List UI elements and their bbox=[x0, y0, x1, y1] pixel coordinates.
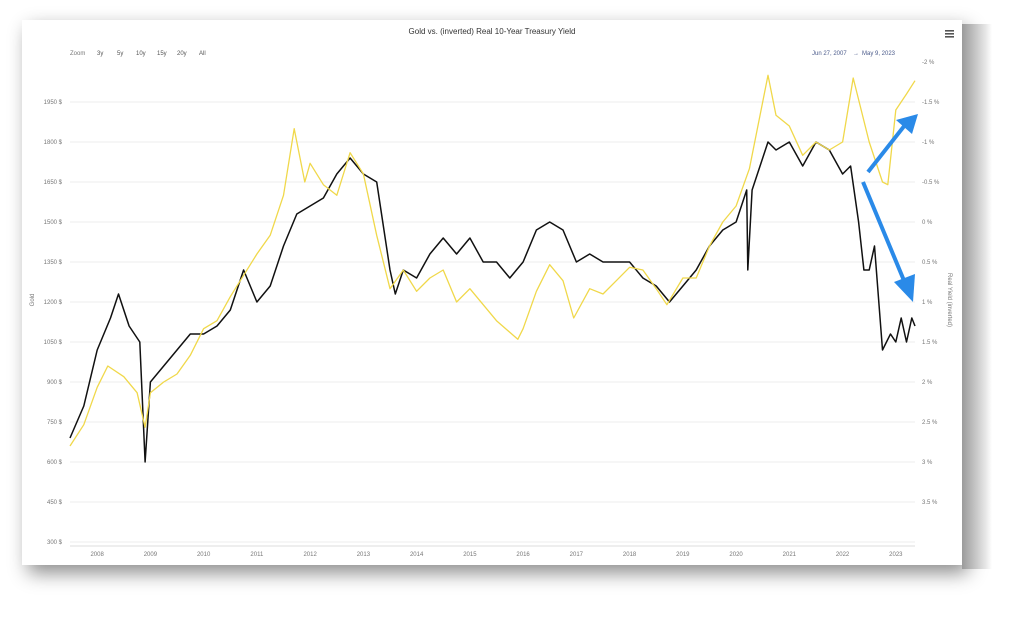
x-tick-label: 2015 bbox=[463, 552, 477, 558]
x-tick-label: 2020 bbox=[729, 552, 743, 558]
shadow-edge bbox=[962, 24, 992, 569]
menu-icon[interactable] bbox=[945, 30, 954, 38]
date-range[interactable]: Jun 27, 2007 → May 9, 2023 bbox=[812, 51, 896, 57]
y-right-tick-label: 3.5 % bbox=[922, 500, 938, 506]
y-right-tick-label: 0.5 % bbox=[922, 260, 938, 266]
x-tick-label: 2023 bbox=[889, 552, 903, 558]
zoom-label: Zoom bbox=[70, 51, 85, 57]
y-left-axis-title: Gold bbox=[30, 294, 36, 307]
y-left-tick-label: 1950 $ bbox=[44, 100, 63, 106]
x-tick-label: 2021 bbox=[783, 552, 797, 558]
y-left-tick-label: 1500 $ bbox=[44, 220, 63, 226]
zoom-5y-button[interactable]: 5y bbox=[117, 51, 123, 57]
y-right-tick-label: 1.5 % bbox=[922, 340, 938, 346]
y-left-tick-label: 600 $ bbox=[47, 460, 63, 466]
y-right-tick-label: 0 % bbox=[922, 220, 933, 226]
y-left-tick-label: 1800 $ bbox=[44, 140, 63, 146]
y-left-tick-label: 450 $ bbox=[47, 500, 63, 506]
y-right-tick-label: -0.5 % bbox=[922, 180, 940, 186]
arrow-up-annotation bbox=[866, 114, 918, 174]
y-right-tick-label: 2.5 % bbox=[922, 420, 938, 426]
y-left-tick-label: 750 $ bbox=[47, 420, 63, 426]
date-arrow: → bbox=[853, 51, 859, 57]
x-tick-label: 2014 bbox=[410, 552, 424, 558]
x-tick-label: 2017 bbox=[570, 552, 584, 558]
y-right-tick-label: 3 % bbox=[922, 460, 933, 466]
x-tick-label: 2011 bbox=[250, 552, 264, 558]
series-line-real-yield bbox=[69, 141, 916, 463]
x-tick-label: 2010 bbox=[197, 552, 211, 558]
series-line-gold bbox=[69, 74, 916, 447]
y-right-tick-label: -1 % bbox=[922, 140, 935, 146]
x-tick-label: 2018 bbox=[623, 552, 637, 558]
x-tick-label: 2009 bbox=[144, 552, 158, 558]
y-left-tick-label: 1200 $ bbox=[44, 300, 63, 306]
y-right-tick-label: 2 % bbox=[922, 380, 933, 386]
y-right-tick-label: 1 % bbox=[922, 300, 933, 306]
trend-arrows bbox=[861, 114, 918, 302]
y-left-tick-label: 1650 $ bbox=[44, 180, 63, 186]
y-left-tick-label: 300 $ bbox=[47, 540, 63, 546]
chart-panel bbox=[22, 20, 962, 565]
y-left-tick-label: 1350 $ bbox=[44, 260, 63, 266]
x-tick-label: 2013 bbox=[357, 552, 371, 558]
zoom-3y-button[interactable]: 3y bbox=[97, 51, 103, 57]
zoom-all-button[interactable]: All bbox=[199, 51, 206, 57]
y-right-tick-label: -1.5 % bbox=[922, 100, 940, 106]
date-from[interactable]: Jun 27, 2007 bbox=[812, 51, 847, 57]
x-tick-label: 2022 bbox=[836, 552, 850, 558]
y-right-tick-label: -2 % bbox=[922, 60, 935, 66]
y-left-tick-label: 1050 $ bbox=[44, 340, 63, 346]
x-tick-label: 2012 bbox=[303, 552, 317, 558]
zoom-10y-button[interactable]: 10y bbox=[136, 51, 146, 57]
chart-title: Gold vs. (inverted) Real 10-Year Treasur… bbox=[409, 27, 576, 36]
x-tick-label: 2008 bbox=[90, 552, 104, 558]
y-right-axis-title: Real Yield (inverted) bbox=[946, 273, 952, 327]
x-tick-label: 2016 bbox=[516, 552, 530, 558]
arrow-down-annotation bbox=[861, 181, 915, 302]
zoom-controls: Zoom 3y 5y 10y 15y 20y All bbox=[70, 51, 206, 57]
date-to[interactable]: May 9, 2023 bbox=[862, 51, 896, 57]
x-tick-label: 2019 bbox=[676, 552, 690, 558]
zoom-20y-button[interactable]: 20y bbox=[177, 51, 187, 57]
zoom-15y-button[interactable]: 15y bbox=[157, 51, 167, 57]
y-left-tick-label: 900 $ bbox=[47, 380, 63, 386]
